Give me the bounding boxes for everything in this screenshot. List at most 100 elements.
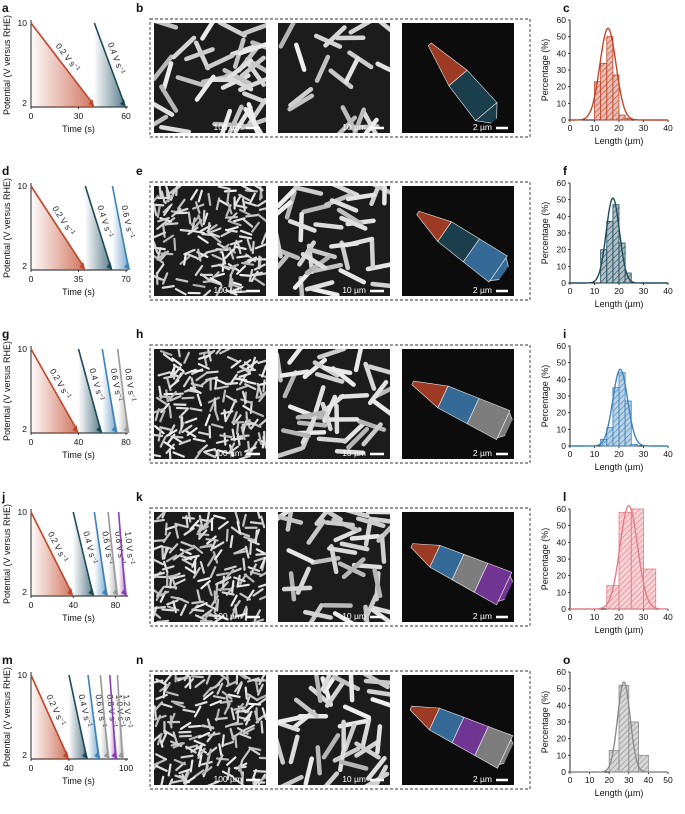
particle [278,720,301,733]
particle [242,724,256,732]
y-tick-label: 50 [557,195,567,205]
particle [257,359,266,365]
particle [184,566,197,575]
y-tick-label: 10 [557,98,567,108]
particle [258,418,266,427]
particle [251,618,265,622]
x-tick-label: 0 [568,449,573,459]
particle [221,734,225,748]
x-tick-label: 30 [639,123,649,133]
particle [197,248,202,262]
particle [202,209,206,223]
scale-bar-label: 10 µm [342,774,366,784]
x-tick-label: 40 [64,763,74,773]
y-tick-label: 40 [557,700,567,710]
x-tick-label: 10 [590,286,600,296]
particle-field [154,186,266,296]
particle [197,235,209,244]
y-tick-label: 20 [557,82,567,92]
particle [215,197,221,211]
particle-field [278,186,390,296]
particle [338,393,370,399]
particle [188,724,202,728]
particle [221,740,235,747]
particle [162,353,174,362]
particle [213,408,220,421]
sem-overview-image: 10 µm [278,512,390,622]
particle [154,611,162,619]
panel-label: j [1,490,5,504]
particle [229,220,242,227]
x-axis-label: Length (µm) [595,462,644,472]
sweep-rate-unit: −1 [119,720,126,728]
sweep-segment: 0.4 V s−1 [84,185,114,270]
particle [154,195,159,203]
particle [323,25,347,48]
x-tick-label: 0 [29,111,34,121]
particle [280,428,311,439]
particle [323,771,340,785]
particle [227,693,241,699]
y-tick-label: 10 [18,18,28,28]
particle [179,721,192,730]
particle [184,47,215,62]
particle [366,755,387,781]
sem-image-strip: 100 µm 10 µm 2 µm [149,18,531,138]
particle [209,699,222,707]
y-axis-label: Potential (V versus RHE) [2,15,12,115]
particle [320,675,332,692]
sweep-segment: 0.2 V s−1 [30,674,69,759]
particle [196,393,203,407]
particle [366,688,390,697]
particle [372,186,390,195]
particle [195,372,207,382]
particle [334,448,366,455]
sweep-line [93,22,125,104]
particle [215,582,219,596]
sweep-segment: 0.4 V s−1 [93,22,126,107]
sweep-rate-value: 0.6 V s [120,204,135,232]
sweep-segment: 1.2 V s−1 [116,674,133,759]
particle [154,23,179,30]
particle [182,375,192,388]
y-tick-label: 0 [561,278,566,288]
particle [236,574,241,588]
sweep-line [84,185,112,267]
particle [194,679,206,688]
particle [219,349,232,355]
particle [207,780,220,785]
particle [236,254,250,259]
particle [233,290,247,294]
particle [184,417,198,424]
particle [217,186,231,191]
sweep-arrowhead [63,751,69,759]
particle [294,42,307,72]
particle [348,23,372,35]
panel-label: e [136,164,143,178]
sem-image-strip: 100 µm 10 µm 2 µm [149,507,531,627]
particle [255,272,266,277]
scale-bar-label: 2 µm [473,611,492,621]
particle [231,428,236,442]
particle [175,186,178,197]
particle [155,263,165,275]
y-tick-label: 30 [557,554,567,564]
particle [155,396,168,406]
particle [332,675,361,692]
panel-label: d [2,164,9,178]
particle [306,519,326,545]
particle [361,422,383,447]
particle [287,349,303,365]
particle [278,446,304,459]
particle [216,598,220,612]
particle [161,608,175,612]
histogram-chart: 0 10 20 30 40 50 60 0 10 20 30 40 Length (µm) Percent… [540,15,673,146]
sweep-rate-unit: −1 [128,230,135,239]
particle [172,731,178,744]
particle [330,366,356,387]
particle [191,608,205,612]
panel-label: k [136,490,143,504]
particle [198,529,208,540]
particle [181,546,195,554]
particle [255,385,260,399]
